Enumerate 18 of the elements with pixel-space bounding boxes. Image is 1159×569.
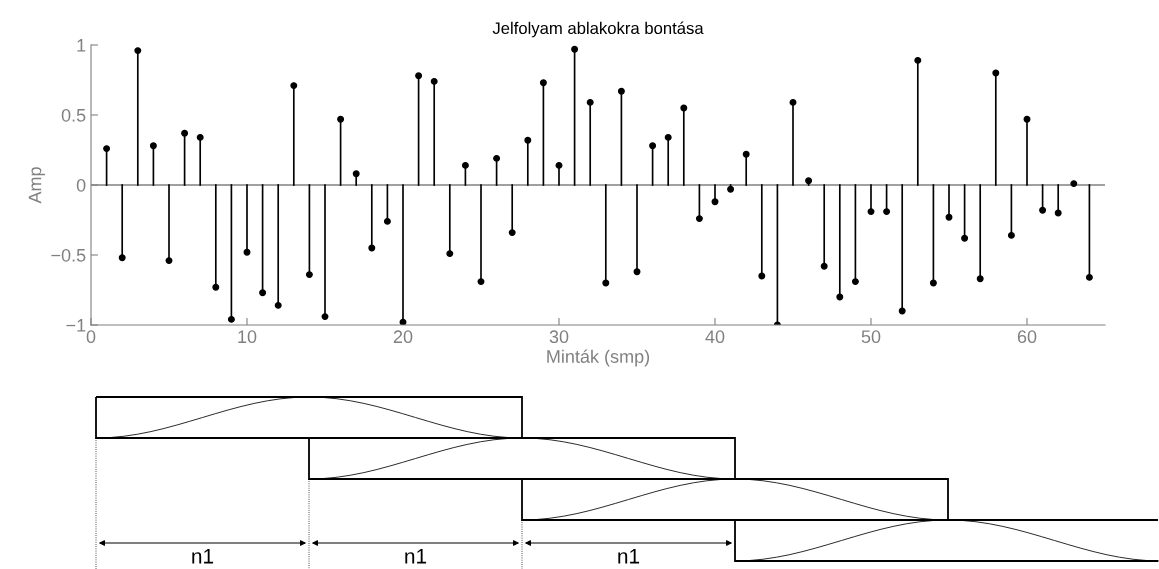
x-tick-label: 0 bbox=[86, 330, 96, 344]
x-tick-label: 60 bbox=[1017, 330, 1037, 344]
x-tick-label: 50 bbox=[861, 330, 881, 344]
x-tick-label: 30 bbox=[549, 330, 569, 344]
text: n1 bbox=[405, 549, 427, 564]
x-tick-label: 10 bbox=[238, 330, 257, 344]
text: n1 bbox=[192, 549, 214, 564]
text: n1 bbox=[618, 549, 640, 564]
x-axis-title: Minták (smp) bbox=[547, 349, 650, 367]
chart-title: Jelfolyam ablakokra bontása bbox=[492, 21, 704, 38]
x-tick-label: 20 bbox=[393, 330, 413, 344]
y-tick-label: −0.5 bbox=[51, 248, 86, 262]
y-tick-label: 0 bbox=[76, 178, 86, 192]
x-tick-label: 40 bbox=[705, 330, 725, 344]
y-tick-label: −1 bbox=[66, 319, 86, 332]
y-axis-title: Amp bbox=[28, 167, 45, 204]
y-tick-label: 1 bbox=[77, 39, 86, 52]
y-tick-label: 0.5 bbox=[61, 108, 86, 122]
